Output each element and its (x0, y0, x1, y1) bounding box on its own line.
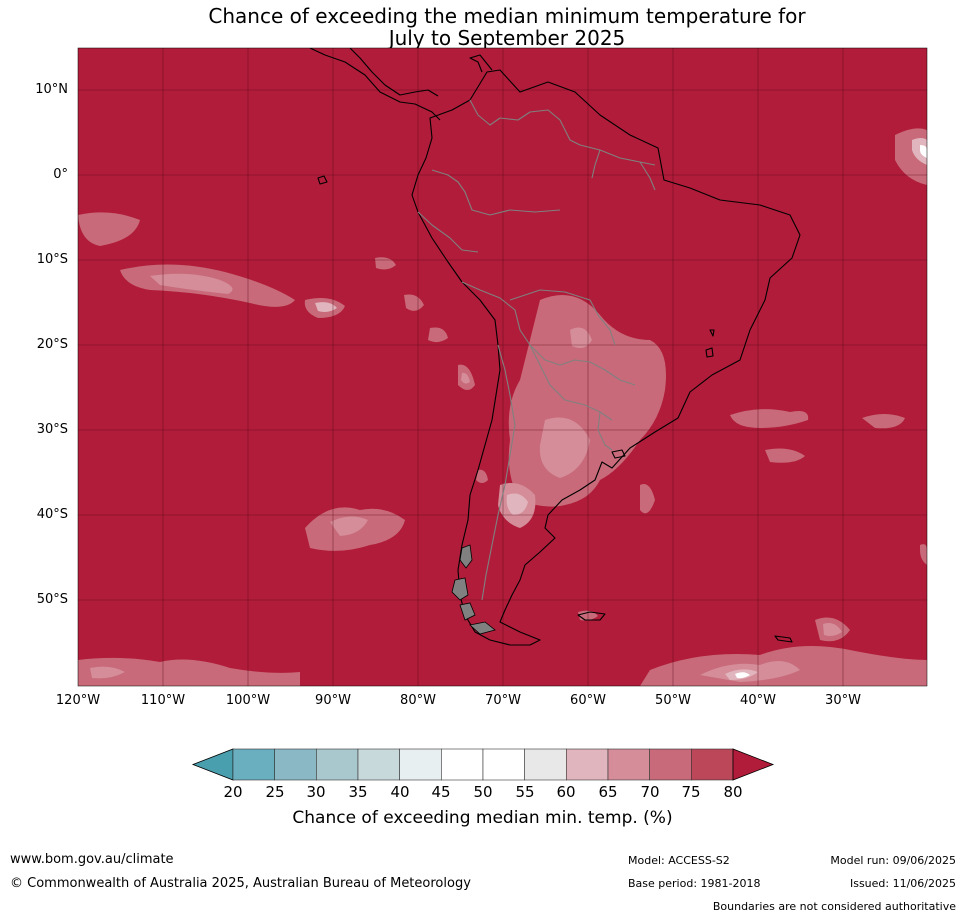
colorbar-swatch (566, 748, 609, 781)
colorbar-tick-label: 20 (223, 783, 243, 801)
lon-label: 50°W (655, 693, 691, 708)
colorbar-tick-label: 70 (640, 783, 660, 801)
lat-label: 0° (53, 167, 68, 182)
colorbar-tick-label: 75 (681, 783, 701, 801)
issued-date: Issued: 11/06/2025 (849, 877, 956, 890)
colorbar-swatch (524, 748, 567, 781)
probability-patches (78, 128, 927, 686)
colorbar-under-arrow (191, 748, 234, 781)
central-america-coast (309, 48, 441, 121)
lon-label: 100°W (225, 693, 271, 708)
lon-label: 70°W (485, 693, 521, 708)
colorbar-tick-label: 65 (598, 783, 618, 801)
colorbar-swatch (649, 748, 692, 781)
lat-label: 10°N (35, 82, 68, 97)
base-period: Base period: 1981-2018 (628, 877, 761, 890)
colorbar-label: Chance of exceeding median min. temp. (%… (292, 808, 673, 828)
colorbar-swatch (357, 748, 400, 781)
lon-label: 90°W (315, 693, 351, 708)
colorbar-tick-label: 55 (515, 783, 535, 801)
lat-label: 10°S (36, 252, 68, 267)
graticule (78, 48, 927, 686)
map-title-line2: July to September 2025 (388, 26, 626, 50)
boundaries-disclaimer: Boundaries are not considered authoritat… (712, 900, 956, 913)
website-link[interactable]: www.bom.gov.au/climate (10, 852, 174, 867)
south-america-coast (411, 69, 801, 646)
colorbar-tick-label: 25 (265, 783, 285, 801)
patch-southern-band (78, 657, 300, 686)
lat-label: 40°S (36, 507, 68, 522)
lon-label: 110°W (140, 693, 186, 708)
copyright-text: © Commonwealth of Australia 2025, Austra… (10, 876, 471, 891)
colorbar-tick-label: 35 (348, 783, 368, 801)
lon-label: 60°W (570, 693, 606, 708)
colorbar-tick-label: 50 (473, 783, 493, 801)
lon-label: 80°W (400, 693, 436, 708)
chile-fjords (451, 544, 496, 635)
colorbar-swatch (691, 748, 734, 781)
colorbar-tick-label: 40 (390, 783, 410, 801)
country-borders (417, 99, 656, 601)
colorbar-swatch (232, 748, 275, 781)
colorbar-swatch (274, 748, 317, 781)
colorbar-swatch (482, 748, 525, 781)
colorbar-tick-label: 30 (306, 783, 326, 801)
colorbar-tick-label: 45 (431, 783, 451, 801)
colorbar-over-arrow (732, 748, 775, 781)
map-background (78, 48, 927, 686)
colorbar-swatch (316, 748, 359, 781)
map-frame (77, 47, 928, 687)
lat-label: 30°S (36, 422, 68, 437)
model-run-date: Model run: 09/06/2025 (830, 854, 956, 867)
model-name: Model: ACCESS-S2 (628, 854, 730, 867)
lon-label: 40°W (740, 693, 776, 708)
caribbean-coast (469, 54, 493, 73)
colorbar-swatch (441, 748, 484, 781)
colorbar-swatch (607, 748, 650, 781)
lat-label: 20°S (36, 337, 68, 352)
lat-label: 50°S (36, 592, 68, 607)
map-title-line1: Chance of exceeding the median minimum t… (208, 4, 806, 28)
lon-label: 30°W (825, 693, 861, 708)
falklands (577, 611, 606, 621)
lon-label: 120°W (55, 693, 101, 708)
colorbar-tick-label: 80 (723, 783, 743, 801)
colorbar-tick-label: 60 (556, 783, 576, 801)
colorbar (191, 748, 775, 781)
colorbar-swatch (399, 748, 442, 781)
coastlines (309, 48, 801, 646)
map-canvas (77, 47, 928, 687)
